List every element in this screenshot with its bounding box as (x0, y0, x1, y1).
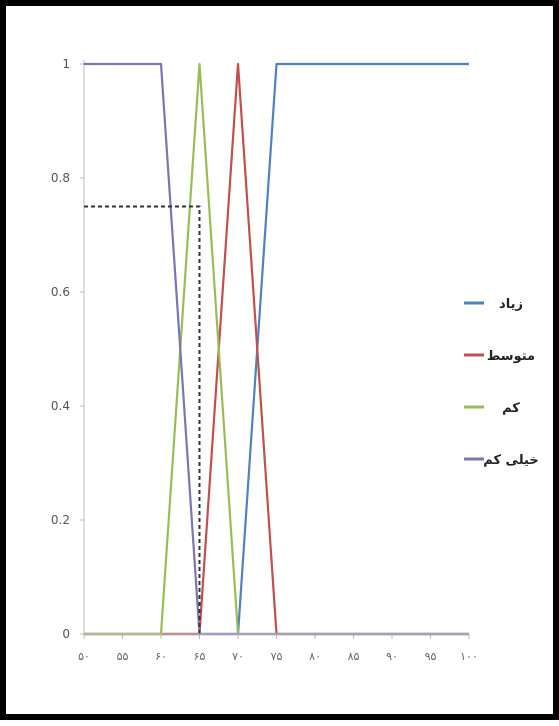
x-tick-label: ۸۵ (348, 650, 360, 663)
y-tick-label: 1 (62, 57, 70, 71)
y-tick-label: 0.8 (51, 171, 70, 185)
y-tick-label: 0.2 (51, 513, 70, 527)
x-tick-label: ۵۵ (117, 650, 129, 663)
legend-label-1: کم (502, 401, 520, 416)
series-line-2 (84, 62, 469, 636)
y-tick-label: 0.4 (51, 399, 70, 413)
x-tick-label: ۷۵ (271, 650, 283, 663)
annotation-dashed-line (84, 205, 201, 634)
series-line-0 (84, 62, 469, 636)
x-tick-label: ۹۰ (386, 650, 398, 663)
y-tick-label: 0.6 (51, 285, 70, 299)
legend-label-0: خیلی کم (483, 453, 538, 468)
x-tick-label: ۶۵ (194, 650, 206, 663)
x-tick-label: ۷۰ (232, 650, 244, 663)
membership-chart: 0 0.2 0.4 0.6 0.8 1 ۵۰ ۵۵ ۶۰ ۶۵ ۷۰ ۷۵ ۸۰ ۸۵ ۹۰ ۹۵ ۱۰۰ زیا… (51, 57, 539, 663)
x-tick-label: ۵۰ (78, 650, 90, 663)
series-line-3 (84, 62, 469, 636)
series-line-1 (84, 62, 469, 636)
x-tick-label: ۸۰ (309, 650, 321, 663)
x-tick-label: ۹۵ (425, 650, 437, 663)
legend-label-2: متوسط (487, 349, 535, 364)
x-tick-label: ۶۰ (155, 650, 167, 663)
y-tick-label: 0 (62, 627, 70, 641)
x-tick-label: ۱۰۰ (460, 650, 478, 663)
legend-label-3: زیاد (499, 297, 523, 312)
